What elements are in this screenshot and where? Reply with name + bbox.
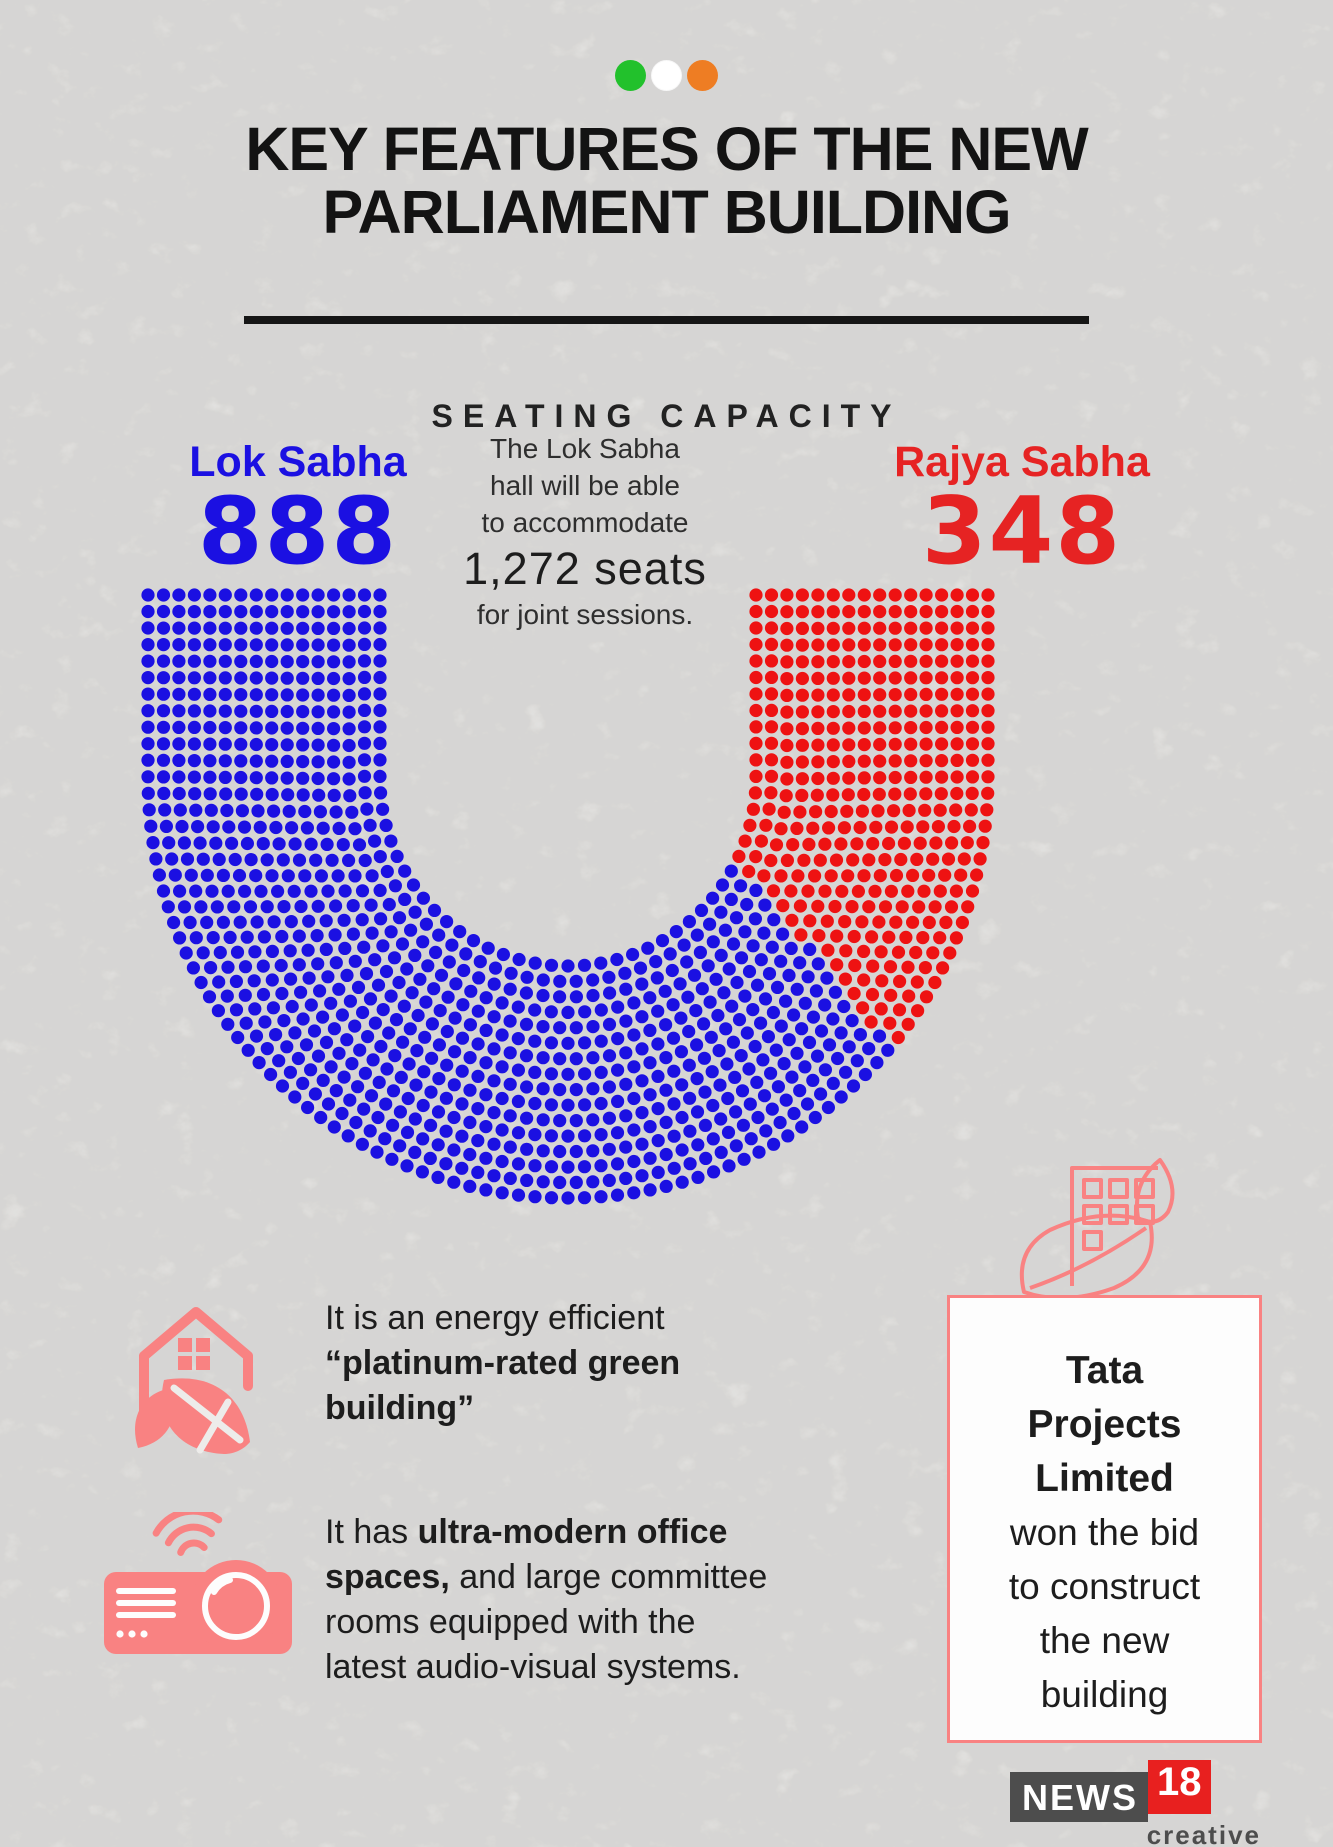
news18-logo-18: 18 bbox=[1148, 1760, 1211, 1814]
page-title: KEY FEATURES OF THE NEW PARLIAMENT BUILD… bbox=[0, 118, 1333, 244]
green-house-leaf-icon bbox=[135, 1307, 253, 1454]
lok-sabha-label: Lok Sabha bbox=[189, 438, 407, 486]
note-line: hall will be able bbox=[490, 470, 680, 501]
tata-card-line: Projects bbox=[1027, 1403, 1182, 1446]
flag-dots bbox=[0, 60, 1333, 91]
rajya-sabha-label: Rajya Sabha bbox=[894, 438, 1150, 486]
lok-sabha-stat: Lok Sabha 888 bbox=[148, 438, 448, 579]
page-title-line1: KEY FEATURES OF THE NEW bbox=[245, 115, 1088, 183]
energy-feature-text: It is an energy efficient “platinum-rate… bbox=[325, 1299, 681, 1427]
rajya-sabha-value: 348 bbox=[921, 477, 1123, 585]
tata-card-line: won the bid bbox=[1009, 1512, 1200, 1553]
projector-icon bbox=[104, 1512, 292, 1654]
flag-dot-green-icon bbox=[615, 60, 646, 91]
rajya-sabha-stat: Rajya Sabha 348 bbox=[862, 438, 1182, 579]
office-feature-text: It has ultra-modern office spaces, and l… bbox=[325, 1513, 768, 1686]
tata-card-line: Tata bbox=[1065, 1349, 1144, 1392]
tata-card-line: the new bbox=[1039, 1620, 1170, 1661]
page-title-line2: PARLIAMENT BUILDING bbox=[322, 178, 1011, 246]
tata-card-line: to construct bbox=[1008, 1566, 1201, 1607]
tata-card-line: building bbox=[1040, 1674, 1169, 1715]
note-highlight: 1,272 seats bbox=[463, 543, 707, 594]
note-line: to accommodate bbox=[481, 507, 689, 538]
tata-card-line: Limited bbox=[1035, 1457, 1174, 1500]
flag-dot-orange-icon bbox=[687, 60, 718, 91]
title-underline bbox=[244, 316, 1089, 324]
section-title: SEATING CAPACITY bbox=[431, 398, 902, 434]
lok-sabha-value: 888 bbox=[197, 477, 399, 585]
note-line: The Lok Sabha bbox=[490, 433, 680, 464]
news18-logo-creative: creative bbox=[1146, 1820, 1261, 1847]
news18-logo-news: NEWS bbox=[1010, 1772, 1148, 1822]
tata-projects-card: Tata Projects Limited won the bid to con… bbox=[947, 1295, 1262, 1743]
note-line: for joint sessions. bbox=[476, 599, 694, 630]
joint-session-note: The Lok Sabha hall will be able to accom… bbox=[418, 430, 752, 633]
flag-dot-white-icon bbox=[651, 60, 682, 91]
news18-creative-logo: NEWS 18 creative bbox=[1010, 1760, 1265, 1847]
building-leaf-icon bbox=[1019, 1158, 1175, 1301]
